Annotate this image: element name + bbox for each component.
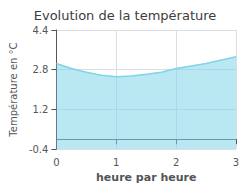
- svg-text:3: 3: [233, 157, 239, 168]
- svg-text:4.4: 4.4: [33, 25, 49, 36]
- svg-text:Température en °C: Température en °C: [8, 42, 19, 137]
- svg-text:0: 0: [53, 157, 59, 168]
- svg-text:1.2: 1.2: [33, 104, 49, 115]
- svg-text:2: 2: [173, 157, 179, 168]
- svg-text:1: 1: [113, 157, 119, 168]
- svg-text:2.8: 2.8: [33, 64, 49, 75]
- svg-text:Evolution de la température: Evolution de la température: [34, 8, 217, 23]
- svg-text:heure par heure: heure par heure: [96, 171, 196, 184]
- svg-text:-0.4: -0.4: [29, 144, 49, 155]
